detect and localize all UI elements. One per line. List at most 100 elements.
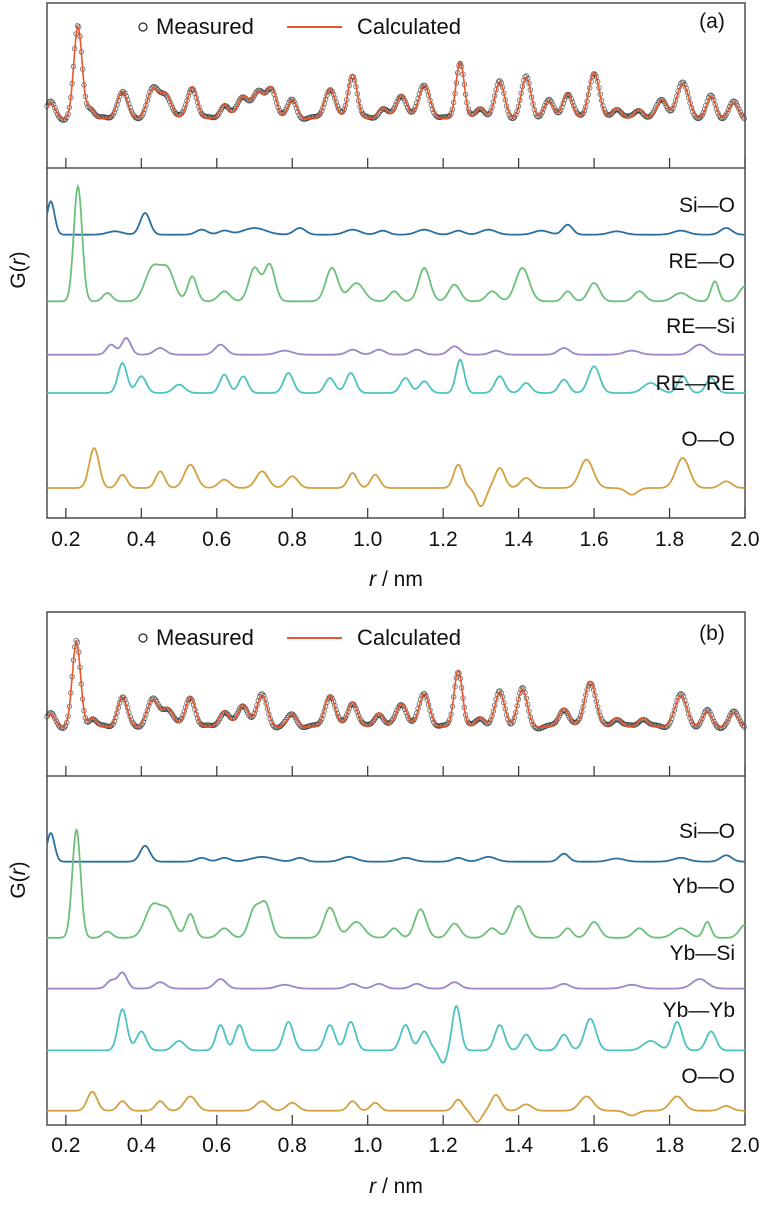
partial-label-si-o: Si—O xyxy=(679,194,735,217)
measured-point xyxy=(724,719,730,725)
partial-line-re-re xyxy=(47,358,745,394)
legend-calculated-label: Calculated xyxy=(357,14,461,39)
measured-point xyxy=(263,89,269,95)
x-tick-label: 1.0 xyxy=(353,1134,382,1157)
measured-point xyxy=(173,111,180,117)
x-tick-label: 1.4 xyxy=(504,528,534,551)
partial-label-yb-yb: Yb—Yb xyxy=(663,999,735,1022)
calculated-series-line xyxy=(46,25,746,120)
measured-point xyxy=(411,716,417,723)
measured-point xyxy=(52,715,58,721)
x-tick-label: 0.4 xyxy=(127,528,157,551)
measured-point xyxy=(699,112,705,119)
measured-point xyxy=(238,95,244,101)
measured-point xyxy=(618,719,625,725)
x-tick-label: 0.8 xyxy=(278,1134,307,1157)
legend-measured-marker xyxy=(138,22,148,32)
measured-point xyxy=(289,711,296,717)
measured-point xyxy=(474,717,481,723)
measured-point xyxy=(699,716,705,722)
y-axis-label: G(r) xyxy=(7,251,30,288)
measured-point xyxy=(156,703,162,710)
y-axis-suffix: ) xyxy=(7,861,30,868)
x-tick-label: 1.6 xyxy=(579,528,608,551)
measured-point xyxy=(552,719,559,725)
measured-point xyxy=(485,111,491,118)
y-axis-prefix: G( xyxy=(7,265,30,288)
x-axis-variable: r xyxy=(369,568,377,591)
x-axis-unit: / nm xyxy=(376,1175,423,1198)
partial-line-yb-yb xyxy=(47,1005,745,1064)
measured-point xyxy=(329,88,335,95)
measured-point xyxy=(647,113,654,119)
measured-point xyxy=(315,721,321,727)
measured-point xyxy=(740,114,746,120)
measured-point xyxy=(44,103,50,109)
measured-point xyxy=(633,108,639,115)
y-axis-suffix: ) xyxy=(7,251,30,258)
partial-label-o-o: O—O xyxy=(681,428,735,451)
measured-point xyxy=(423,84,429,91)
x-axis-unit: / nm xyxy=(376,568,423,591)
x-tick-label: 0.6 xyxy=(202,1134,231,1157)
measured-point xyxy=(225,711,231,718)
x-tick-label: 0.6 xyxy=(202,528,231,551)
x-tick-label: 2.0 xyxy=(730,1134,759,1157)
measured-point xyxy=(173,717,180,723)
plot-frame xyxy=(46,2,746,519)
x-tick-label: 0.2 xyxy=(51,1134,80,1157)
partial-label-re-o: RE—O xyxy=(668,250,735,273)
x-tick-label: 2.0 xyxy=(730,528,759,551)
x-axis-label: r / nm xyxy=(369,1175,423,1198)
partial-label-si-o: Si—O xyxy=(679,820,735,843)
measured-point xyxy=(213,721,219,727)
partial-label-o-o: O—O xyxy=(681,1065,735,1088)
measured-point xyxy=(291,98,297,105)
measured-point xyxy=(741,724,747,730)
measured-point xyxy=(698,719,704,725)
partial-label-yb-o: Yb—O xyxy=(672,875,735,898)
measured-point xyxy=(445,113,452,120)
x-tick-label: 1.2 xyxy=(429,1134,458,1157)
partial-line-yb-o xyxy=(47,827,746,939)
measured-point xyxy=(369,720,375,726)
measured-point xyxy=(329,695,335,702)
measured-point xyxy=(700,110,706,116)
x-tick-label: 0.8 xyxy=(278,528,307,551)
measured-point xyxy=(725,106,732,113)
measured-point xyxy=(725,716,732,722)
panel-b: 0.2 0.4 0.6 0.8 1.0 1.2 1.4 1.6 1.8 2.0r / nmG(r)… xyxy=(7,611,760,1198)
partial-label-yb-si: Yb—Si xyxy=(670,942,735,965)
partial-line-re-o xyxy=(47,183,746,303)
y-axis-prefix: G( xyxy=(7,875,30,898)
x-tick-label: 1.0 xyxy=(353,528,382,551)
partial-line-si-o xyxy=(46,831,745,863)
x-axis-variable: r xyxy=(369,1175,377,1198)
y-axis-variable: r xyxy=(7,257,30,265)
calculated-series-line xyxy=(46,640,746,728)
legend-measured-marker xyxy=(138,633,148,643)
x-tick-label: 1.8 xyxy=(655,528,684,551)
legend-calculated-label: Calculated xyxy=(357,625,461,650)
y-axis-label: G(r) xyxy=(7,861,30,898)
measured-point xyxy=(396,702,403,709)
x-tick-label: 0.4 xyxy=(127,1134,157,1157)
partial-line-re-si xyxy=(47,337,745,356)
y-axis-variable: r xyxy=(7,867,30,875)
measured-point xyxy=(213,114,219,120)
measured-point xyxy=(711,718,717,724)
measured-point xyxy=(53,108,59,114)
partial-line-o-o xyxy=(47,1090,745,1123)
measured-point xyxy=(411,107,417,113)
x-tick-label: 1.6 xyxy=(579,1134,608,1157)
partial-line-o-o xyxy=(47,447,745,508)
partial-line-yb-si xyxy=(47,971,745,990)
measured-point xyxy=(316,720,322,726)
x-tick-label: 1.8 xyxy=(655,1134,684,1157)
panel-label: (b) xyxy=(699,622,725,645)
partial-label-re-re: RE—RE xyxy=(656,372,735,395)
measured-point xyxy=(567,93,573,99)
x-tick-label: 1.2 xyxy=(429,528,458,551)
x-axis-label: r / nm xyxy=(369,568,423,591)
measured-point xyxy=(396,94,403,100)
